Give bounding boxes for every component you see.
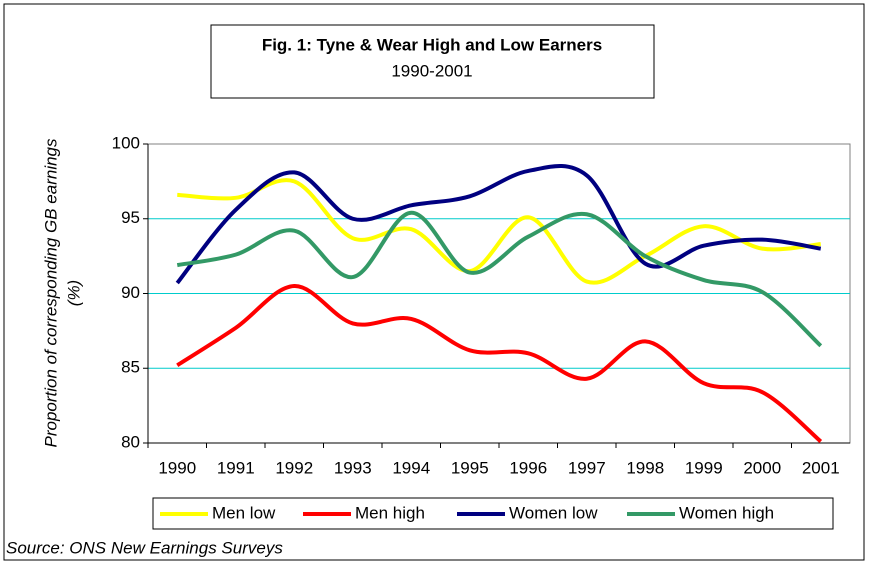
series-line: [177, 178, 821, 285]
x-tick-label: 1991: [217, 458, 255, 477]
x-tick-label: 1998: [626, 458, 664, 477]
x-tick-label: 1994: [392, 458, 430, 477]
y-tick-label: 100: [112, 133, 140, 152]
source-note: Source: ONS New Earnings Surveys: [6, 538, 283, 557]
x-tick-label: 1995: [451, 458, 489, 477]
series-line: [176, 284, 823, 444]
chart-subtitle: 1990-2001: [391, 61, 472, 80]
legend-label: Women low: [509, 503, 598, 522]
x-tick-label: 1997: [568, 458, 606, 477]
x-tick-label: 2001: [802, 458, 840, 477]
x-tick-label: 1996: [509, 458, 547, 477]
x-tick-label: 1992: [275, 458, 313, 477]
legend-label: Men low: [212, 503, 276, 522]
y-tick-label: 80: [121, 432, 140, 451]
title-box: [210, 24, 655, 99]
y-tick-label: 90: [121, 283, 140, 302]
series-line: [176, 210, 823, 348]
legend-label: Men high: [355, 503, 425, 522]
x-tick-label: 1993: [334, 458, 372, 477]
y-tick-label: 85: [121, 358, 140, 377]
legend-label: Women high: [679, 503, 774, 522]
chart-title: Fig. 1: Tyne & Wear High and Low Earners: [262, 35, 602, 54]
x-tick-label: 2000: [743, 458, 781, 477]
y-axis-label: Proportion of corresponding GB earnings: [41, 138, 60, 448]
series-line: [175, 164, 822, 285]
x-tick-label: 1999: [685, 458, 723, 477]
y-tick-label: 95: [121, 208, 140, 227]
x-tick-label: 1990: [158, 458, 196, 477]
y-axis-label: (%): [64, 280, 83, 306]
